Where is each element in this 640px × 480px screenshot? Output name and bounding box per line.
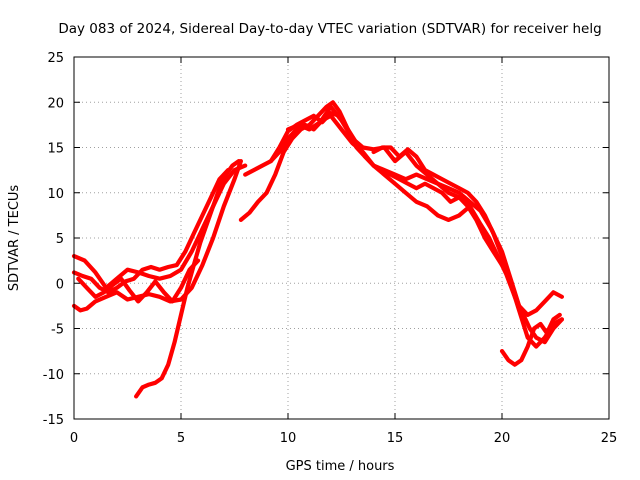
x-tick-label: 10	[280, 431, 297, 446]
series-arc-4	[76, 258, 201, 304]
chart-title: Day 083 of 2024, Sidereal Day-to-day VTE…	[58, 21, 601, 37]
y-tick-label: 25	[47, 51, 64, 66]
series-layer	[71, 100, 565, 399]
x-axis-label: GPS time / hours	[286, 459, 395, 474]
series-arc-6	[238, 100, 472, 222]
y-axis-label: SDTVAR / TECUs	[7, 185, 22, 292]
series-arc-8	[285, 104, 565, 317]
x-tick-label: 15	[387, 431, 404, 446]
x-tick-label: 0	[70, 431, 78, 446]
y-tick-label: 15	[47, 142, 64, 157]
series-arc-11	[499, 312, 562, 367]
grid-layer	[74, 57, 609, 419]
x-tick-label: 25	[601, 431, 618, 446]
y-tick-label: -10	[43, 368, 64, 383]
y-tick-label: 10	[47, 187, 64, 202]
y-tick-label: 20	[47, 96, 64, 111]
y-tick-label: -15	[43, 413, 64, 428]
series-arc-9	[243, 113, 565, 345]
series-arc-2	[71, 168, 231, 295]
series-arc-3	[71, 159, 243, 313]
series-arc-7	[268, 110, 505, 268]
y-tick-label: 0	[56, 277, 64, 292]
tick-layer: -15 -10 -5 0 5 10 15 20 25 0 5 10 15 20 25	[43, 51, 618, 446]
series-arc-5	[134, 159, 241, 399]
y-tick-label: 5	[56, 232, 64, 247]
x-tick-label: 20	[494, 431, 511, 446]
y-tick-label: -5	[51, 323, 64, 338]
x-tick-label: 5	[177, 431, 185, 446]
